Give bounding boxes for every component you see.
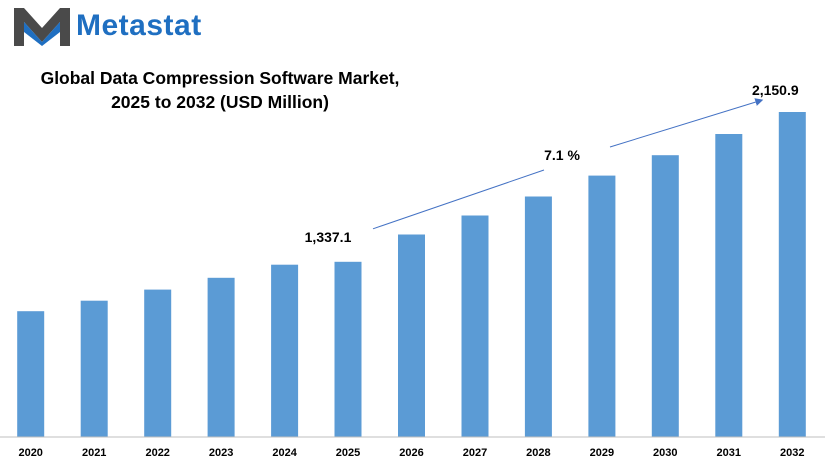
bar-2028 xyxy=(524,196,552,437)
bar-2032 xyxy=(778,112,806,437)
bar-2029 xyxy=(588,175,616,437)
cagr-label: 7.1 % xyxy=(544,147,580,163)
metastat-logo-icon xyxy=(14,8,70,46)
x-tick-label-2032: 2032 xyxy=(780,447,804,459)
x-tick-label-2027: 2027 xyxy=(463,447,487,459)
bar-2023 xyxy=(207,277,235,437)
bar-2027 xyxy=(461,215,489,437)
bar-2022 xyxy=(144,289,172,437)
bar-2021 xyxy=(80,300,108,437)
x-tick-label-2022: 2022 xyxy=(145,447,169,459)
x-tick-label-2029: 2029 xyxy=(590,447,614,459)
brand-name: Metastat xyxy=(76,9,202,42)
trend-arrow-segment-2 xyxy=(609,98,764,148)
x-tick-label-2030: 2030 xyxy=(653,447,677,459)
start-value-label: 1,337.1 xyxy=(305,229,352,245)
x-tick-label-2025: 2025 xyxy=(336,447,360,459)
chart-title-line-2: 2025 to 2032 (USD Million) xyxy=(111,92,329,112)
x-tick-label-2020: 2020 xyxy=(18,447,42,459)
brand-logo: Metastat xyxy=(14,6,202,46)
bar-2025 xyxy=(334,261,362,437)
x-tick-label-2028: 2028 xyxy=(526,447,550,459)
bar-2024 xyxy=(271,264,299,437)
end-value-label: 2,150.9 xyxy=(752,82,799,98)
bar-2020 xyxy=(17,311,45,437)
x-tick-label-2031: 2031 xyxy=(717,447,741,459)
bar-2030 xyxy=(651,155,679,437)
x-tick-label-2021: 2021 xyxy=(82,447,106,459)
bar-2031 xyxy=(715,134,743,437)
x-tick-label-2026: 2026 xyxy=(399,447,423,459)
chart-title: Global Data Compression Software Market,… xyxy=(20,66,420,114)
trend-arrow-segment-1 xyxy=(372,169,545,230)
x-tick-label-2023: 2023 xyxy=(209,447,233,459)
bar-2026 xyxy=(398,234,425,437)
chart-title-line-1: Global Data Compression Software Market, xyxy=(40,68,400,88)
x-tick-label-2024: 2024 xyxy=(272,447,297,459)
